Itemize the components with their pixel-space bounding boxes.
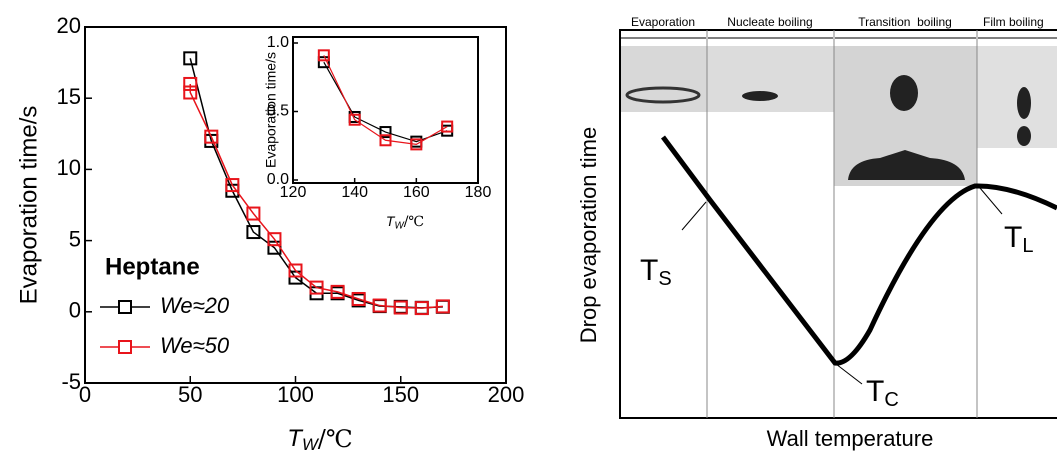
legend-label: We≈50	[160, 333, 230, 358]
y-tick-label: 20	[57, 13, 81, 38]
marker	[393, 300, 408, 315]
marker	[410, 138, 423, 151]
legend-marker	[118, 340, 132, 354]
y-axis-label: Evaporation time/s	[263, 52, 279, 168]
x-axis-label: Wall temperature	[767, 426, 934, 451]
marker	[435, 299, 450, 314]
marker	[348, 113, 361, 126]
x-tick-label: 120	[280, 184, 307, 201]
y-axis-label: Drop evaporation time	[576, 127, 601, 343]
legend-label: We≈20	[160, 293, 230, 318]
y-tick-label: 0	[69, 298, 81, 323]
x-label-unit: /℃	[318, 425, 353, 453]
plot-frame	[292, 36, 479, 184]
marker	[183, 51, 198, 66]
marker	[330, 284, 345, 299]
y-tick-label: -5	[61, 369, 81, 394]
y-tick-label: 5	[69, 226, 81, 251]
marker	[317, 49, 330, 62]
marker	[183, 85, 198, 100]
photo-drop	[848, 150, 965, 180]
marker	[246, 206, 261, 221]
x-tick-label: 200	[488, 382, 525, 407]
marker	[246, 225, 261, 240]
x-axis-label: TW/℃	[287, 425, 352, 455]
marker	[267, 232, 282, 247]
marker	[372, 298, 387, 313]
y-tick-label: 0.0	[267, 171, 289, 188]
x-tick-label: 0	[79, 382, 91, 407]
photo	[977, 46, 1057, 148]
marker	[414, 301, 429, 316]
marker	[288, 263, 303, 278]
region-label: Evaporation	[631, 15, 695, 29]
marker	[379, 126, 392, 139]
series-line	[323, 55, 448, 146]
marker	[183, 76, 198, 91]
region-label: Transition boiling	[858, 15, 952, 29]
annotation: Heptane	[105, 253, 200, 280]
photo-drop	[1017, 126, 1031, 146]
y-axis-label: Evaporation time/s	[15, 106, 42, 305]
y-tick-label: 15	[57, 84, 81, 109]
marker	[317, 56, 330, 69]
inset-chart: 120 140 160 180 0.0 0.5 1.0 TW/℃ Evaporation tim…	[263, 34, 492, 231]
x-label-symbol: T	[386, 213, 396, 229]
y-tick-label: 0.5	[267, 103, 289, 120]
legend-marker	[118, 300, 132, 314]
x-tick-label: 50	[178, 382, 202, 407]
x-tick-label: 140	[341, 184, 368, 201]
region-label: Film boiling	[983, 15, 1044, 29]
x-label-sub: W	[302, 435, 320, 454]
frame	[619, 29, 1057, 419]
point-label: TL	[1004, 221, 1033, 257]
x-label-sub: W	[394, 220, 405, 231]
y-tick-label: 10	[57, 155, 81, 180]
x-tick-label: 180	[465, 184, 492, 201]
marker	[288, 270, 303, 285]
x-tick-label: 150	[382, 382, 419, 407]
photo-drop	[742, 91, 778, 101]
x-label-symbol: T	[287, 425, 304, 452]
marker	[225, 178, 240, 193]
curve	[660, 135, 1057, 366]
x-label-unit: /℃	[404, 214, 424, 230]
marker	[204, 129, 219, 144]
schematic: Evaporation Nucleate boiling Transition …	[576, 15, 1057, 451]
photo-drop	[1017, 87, 1031, 119]
series-line	[189, 83, 443, 309]
marker	[441, 120, 454, 133]
marker	[351, 291, 366, 306]
x-tick-label: 100	[277, 382, 314, 407]
photo	[707, 46, 834, 112]
point-label: TS	[640, 254, 672, 290]
marker	[309, 280, 324, 295]
x-tick-label: 160	[403, 184, 430, 201]
marker	[379, 134, 392, 147]
point-label: TC	[866, 375, 899, 411]
photo-drop	[890, 75, 918, 111]
x-axis-label: TW/℃	[386, 213, 424, 231]
region-label: Nucleate boiling	[727, 15, 812, 29]
y-tick-label: 1.0	[267, 34, 289, 51]
pointer-arrows	[681, 187, 1003, 385]
photo-drop	[625, 86, 701, 104]
